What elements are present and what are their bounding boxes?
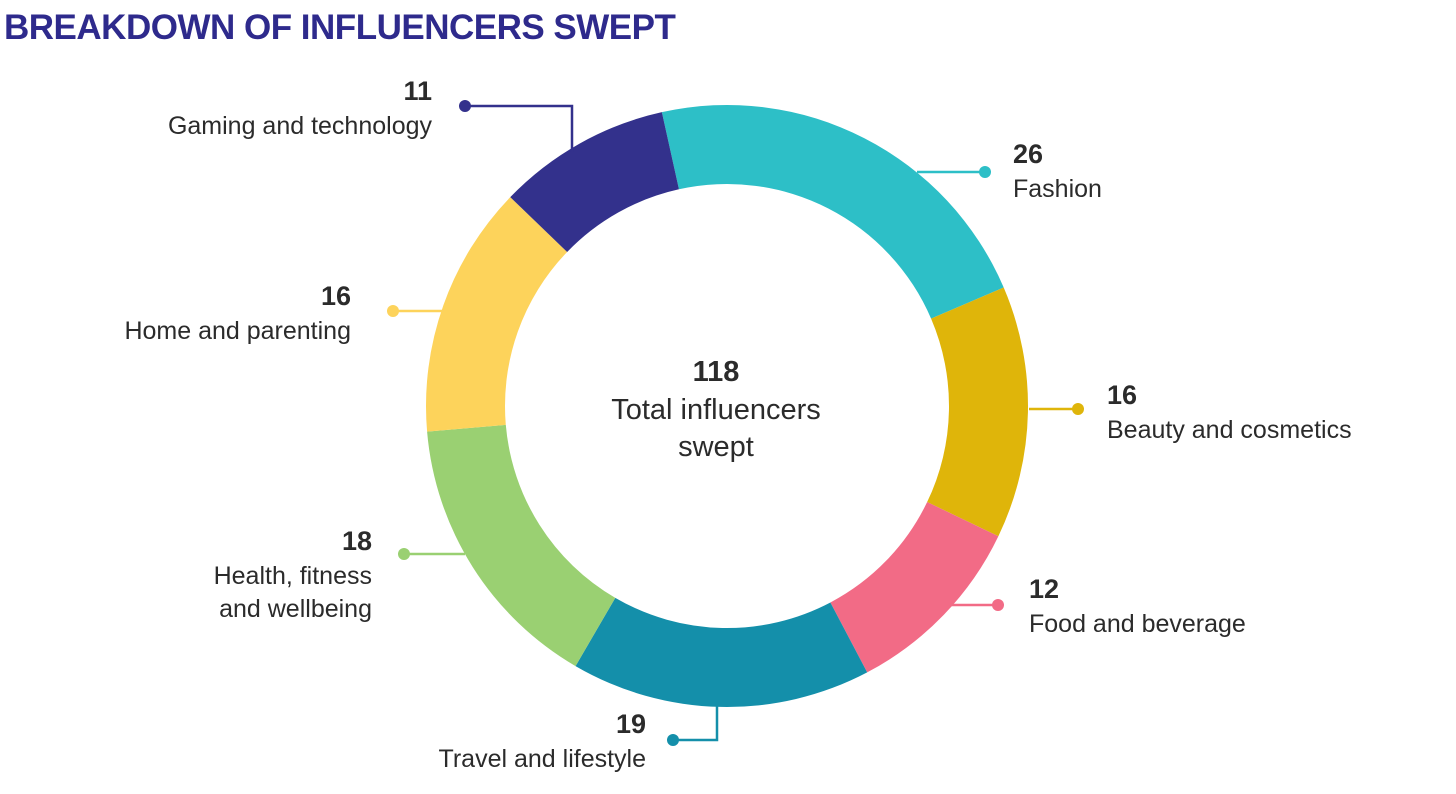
slice-labels: 26 Fashion 16 Beauty and cosmetics 12 Food an… bbox=[124, 76, 1351, 773]
slice-value-label: 18 bbox=[342, 526, 372, 556]
leader-dot bbox=[979, 166, 991, 178]
slice-name-label: Health, fitness bbox=[214, 562, 372, 590]
slice-value-label: 19 bbox=[616, 709, 646, 739]
center-total-label-line-2: swept bbox=[678, 431, 754, 463]
leader-dot bbox=[398, 548, 410, 560]
leader-dot bbox=[387, 305, 399, 317]
slice-value-label: 16 bbox=[1107, 380, 1137, 410]
donut-slice bbox=[661, 104, 1004, 319]
leader-dot bbox=[459, 100, 471, 112]
leader-line bbox=[465, 104, 574, 152]
leader-line bbox=[673, 705, 719, 742]
slice-value-label: 26 bbox=[1013, 139, 1043, 169]
slice-name-label: Fashion bbox=[1013, 175, 1102, 203]
donut-slice bbox=[510, 112, 679, 252]
slice-name-label: and wellbeing bbox=[219, 595, 372, 623]
donut-slice bbox=[830, 502, 999, 673]
slice-name-label: Gaming and technology bbox=[168, 112, 433, 140]
center-total-label-line-1: Total influencers bbox=[611, 394, 821, 426]
donut-slice bbox=[427, 424, 616, 667]
slice-name-label: Home and parenting bbox=[124, 317, 351, 345]
slice-value-label: 12 bbox=[1029, 574, 1059, 604]
leader-lines bbox=[387, 100, 1084, 746]
slice-name-label: Food and beverage bbox=[1029, 610, 1246, 638]
center-total-value: 118 bbox=[693, 356, 740, 388]
slice-name-label: Beauty and cosmetics bbox=[1107, 416, 1352, 444]
donut-slice bbox=[426, 197, 568, 432]
slice-value-label: 16 bbox=[321, 281, 351, 311]
leader-dot bbox=[992, 599, 1004, 611]
chart-title: BREAKDOWN OF INFLUENCERS SWEPT bbox=[4, 8, 676, 47]
slice-name-label: Travel and lifestyle bbox=[439, 745, 647, 773]
center-label: 118 Total influencers swept bbox=[611, 356, 821, 463]
slice-value-label: 11 bbox=[403, 76, 432, 106]
leader-dot bbox=[667, 734, 679, 746]
donut-slice bbox=[575, 597, 868, 708]
donut-slice bbox=[927, 287, 1028, 537]
donut-slices bbox=[426, 104, 1028, 708]
leader-dot bbox=[1072, 403, 1084, 415]
